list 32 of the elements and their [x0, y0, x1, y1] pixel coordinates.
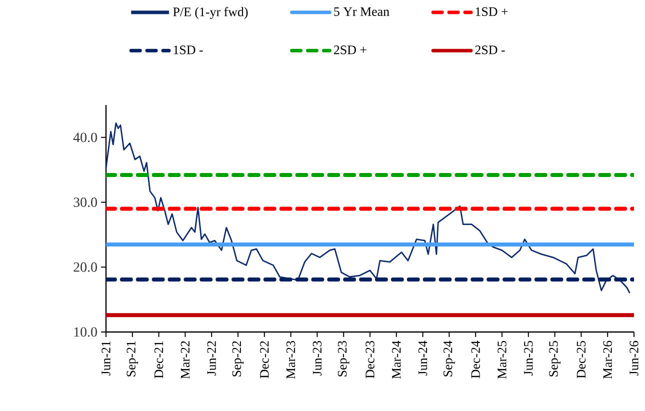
- x-tick-label: Dec-22: [260, 341, 269, 378]
- x-tick-label: Jun-25: [524, 341, 533, 376]
- x-tick-label: Jun-21: [102, 341, 110, 376]
- x-tick-label: Mar-24: [392, 340, 401, 379]
- y-tick-label: 10.0: [74, 327, 97, 337]
- x-tick-label: Jun-23: [312, 341, 322, 376]
- x-tick-label: Sep-24: [444, 340, 455, 376]
- x-tick-label: Jun-26: [630, 340, 638, 376]
- y-tick-label: 40.0: [73, 132, 97, 142]
- x-tick-label: Mar-22: [180, 341, 190, 379]
- x-tick-label: Dec-21: [154, 341, 164, 378]
- x-tick-label: Sep-23: [338, 341, 350, 376]
- legend-label: P/E (1-yr fwd): [173, 7, 248, 19]
- x-tick-label: Mar-26: [603, 340, 612, 379]
- legend-label: 2SD +: [334, 46, 366, 54]
- legend-label: 5 Yr Mean: [334, 7, 390, 16]
- legend-label: 1SD +: [476, 7, 508, 16]
- y-tick-label: 30.0: [74, 198, 97, 208]
- x-tick-label: Sep-22: [232, 341, 244, 376]
- x-tick-label: Mar-23: [286, 341, 296, 379]
- y-tick-label: 20.0: [74, 262, 97, 272]
- x-tick-label: Sep-21: [126, 341, 138, 376]
- x-tick-label: Sep-25: [549, 341, 560, 376]
- x-tick-label: Mar-25: [498, 341, 506, 379]
- x-tick-label: Dec-23: [366, 341, 374, 378]
- legend-label: 1SD -: [174, 46, 203, 54]
- legend-label: 2SD -: [475, 46, 505, 54]
- x-tick-label: Dec-24: [471, 340, 480, 378]
- line-series: [106, 122, 630, 294]
- x-tick-label: Jun-24: [418, 340, 428, 376]
- x-tick-label: Jun-22: [207, 341, 216, 376]
- x-tick-label: Dec-25: [576, 341, 586, 378]
